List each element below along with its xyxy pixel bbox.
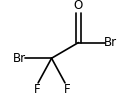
- Text: Br: Br: [13, 52, 26, 65]
- Text: F: F: [64, 83, 71, 96]
- Text: F: F: [34, 83, 40, 96]
- Text: O: O: [74, 0, 83, 12]
- Text: Br: Br: [104, 36, 117, 49]
